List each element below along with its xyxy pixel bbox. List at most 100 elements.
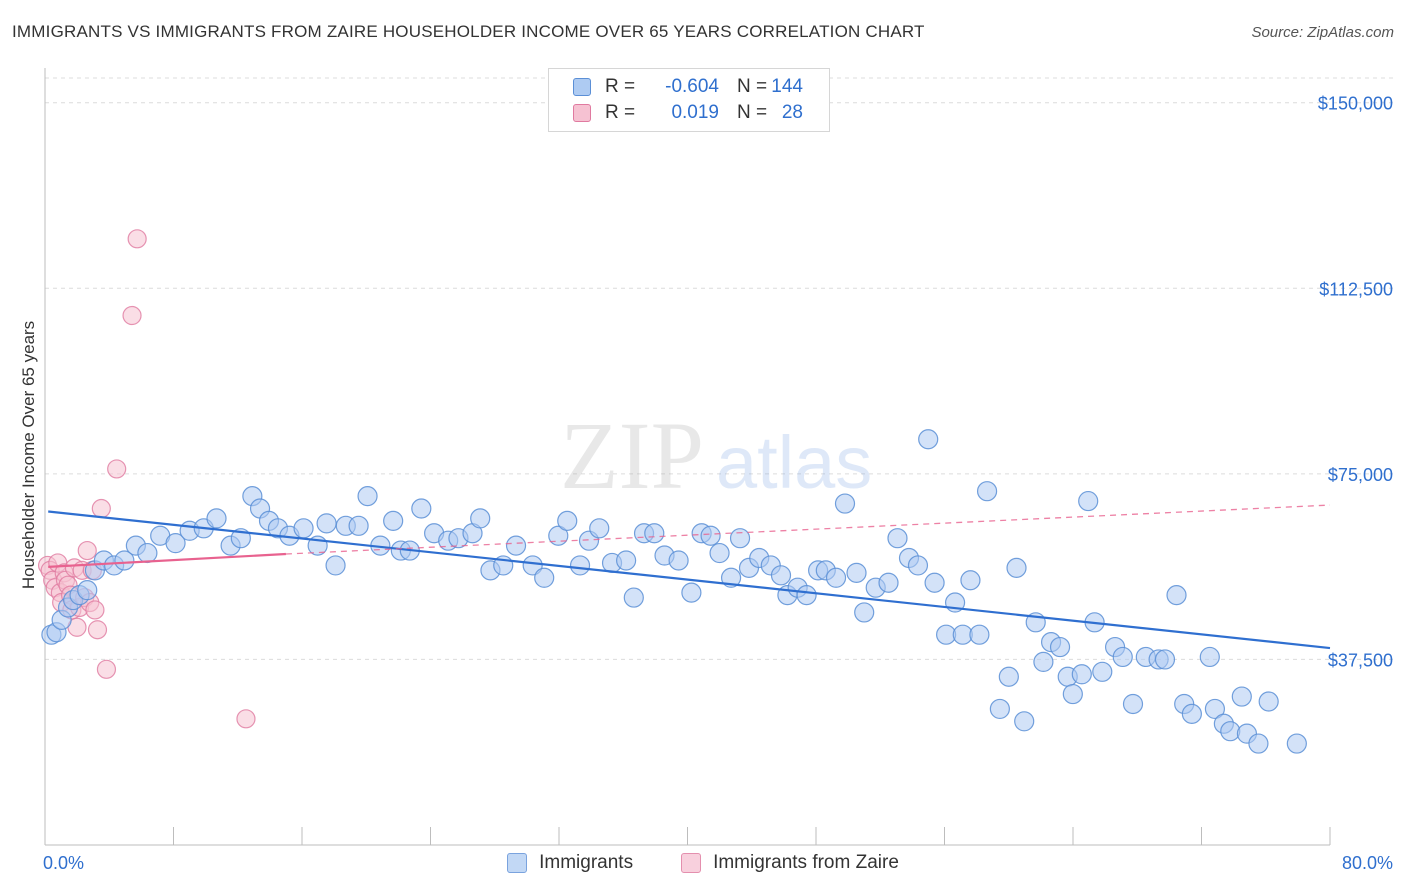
data-point-immigrants [1049,636,1071,658]
data-point-immigrants [709,542,730,564]
data-point-immigrants [1204,698,1226,720]
data-point-immigrants [1286,733,1307,754]
x-tick-labels: 0.0% 80.0% [43,853,1393,873]
data-point-immigrants [1006,557,1027,578]
data-point-immigrants [1033,651,1054,673]
data-point-immigrants [854,602,875,623]
trend-line-zaire-extension [285,504,1331,555]
legend-swatch-pink [573,104,591,122]
data-point-immigrants [1122,693,1144,715]
y-tick-labels: $37,500 $75,000 $112,500 $150,000 [1318,94,1393,671]
data-point-immigrants [616,550,637,571]
data-point-immigrants [681,582,702,603]
data-point-immigrants [918,429,939,450]
data-point-immigrants [700,525,721,546]
data-point-immigrants [668,550,689,571]
data-point-immigrants [878,572,899,593]
data-point-immigrants [293,518,314,539]
legend-item-immigrants[interactable]: Immigrants [507,852,633,874]
data-point-immigrants [165,533,186,554]
legend-n-value: 144 [771,76,803,97]
axes [44,68,1331,846]
legend-row-immigrants: R = -0.604 N = 144 [573,74,803,100]
data-point-immigrants [924,572,945,593]
data-point-immigrants [1166,585,1187,606]
data-point-immigrants [137,542,158,564]
data-point-immigrants [357,486,378,507]
watermark: ZIP atlas [560,402,872,509]
legend-n-label: N = [737,102,768,123]
data-point-immigrants [998,666,1019,687]
data-point-immigrants [887,528,908,549]
y-tick-label: $150,000 [1318,94,1393,114]
data-point-zaire [87,620,108,640]
data-point-immigrants [77,580,98,601]
data-point-immigrants [206,508,227,529]
data-point-immigrants [1199,646,1220,668]
data-point-immigrants [557,510,578,531]
grid-lines [45,77,1395,660]
legend-label-immigrants: Immigrants [539,852,634,873]
data-point-immigrants [846,562,867,583]
y-tick-label: $75,000 [1328,465,1393,485]
correlation-legend: R = -0.604 N = 144 R = 0.019 N = 28 [548,68,830,132]
data-point-immigrants [1112,646,1133,668]
data-point-zaire [77,540,97,561]
legend-r-value: 0.019 [671,102,719,123]
legend-r-label: R = [605,76,636,97]
data-point-immigrants [1231,686,1252,707]
data-point-immigrants [348,515,369,536]
data-point-immigrants [1154,649,1176,670]
legend-r-label: R = [605,102,636,123]
data-point-immigrants [729,528,751,549]
source-label: Source: ZipAtlas.com [1251,24,1394,41]
data-point-immigrants [1078,490,1099,512]
legend-n-value: 28 [781,102,803,123]
data-point-immigrants [907,555,929,576]
data-point-zaire [107,459,127,479]
x-tick-label-min: 0.0% [43,853,84,873]
data-point-immigrants [1092,661,1113,682]
data-point-immigrants [505,535,527,556]
data-point-immigrants [623,587,644,608]
data-point-immigrants [1071,664,1092,685]
data-point-immigrants [969,624,990,645]
data-point-immigrants [470,508,491,529]
zaire-points [37,229,256,729]
data-point-zaire [91,498,111,519]
data-point-immigrants [534,567,555,588]
chart-title: IMMIGRANTS VS IMMIGRANTS FROM ZAIRE HOUS… [12,22,925,41]
data-point-immigrants [411,498,432,519]
legend-row-zaire: R = 0.019 N = 28 [573,100,803,126]
data-point-zaire [122,305,142,326]
data-point-immigrants [825,567,847,588]
data-point-immigrants [1181,703,1202,724]
trend-line-zaire [48,552,286,568]
trend-lines [48,504,1331,650]
data-point-immigrants [589,518,610,539]
data-point-immigrants [960,570,981,591]
data-point-zaire [127,229,147,249]
data-point-immigrants [1258,691,1279,712]
legend-r-value: -0.604 [665,76,719,97]
data-point-zaire [96,659,117,679]
legend-n-label: N = [737,76,768,97]
data-point-immigrants [1220,721,1241,742]
data-point-zaire [85,600,105,620]
data-point-immigrants [569,555,591,576]
data-point-immigrants [383,510,404,531]
y-tick-label: $37,500 [1328,650,1393,670]
data-point-zaire [236,709,256,729]
y-axis-label: Householder Income Over 65 years [19,321,38,589]
data-point-immigrants [325,555,346,576]
watermark-zip: ZIP [560,402,704,509]
trend-line-immigrants [48,510,1331,650]
legend-swatch-blue [507,853,528,873]
data-point-immigrants [834,493,856,514]
legend-item-zaire[interactable]: Immigrants from Zaire [681,852,899,874]
legend-swatch-pink [681,853,702,873]
data-point-immigrants [316,513,337,534]
data-point-immigrants [720,567,742,588]
series-legend: Immigrants Immigrants from Zaire [0,852,1406,874]
